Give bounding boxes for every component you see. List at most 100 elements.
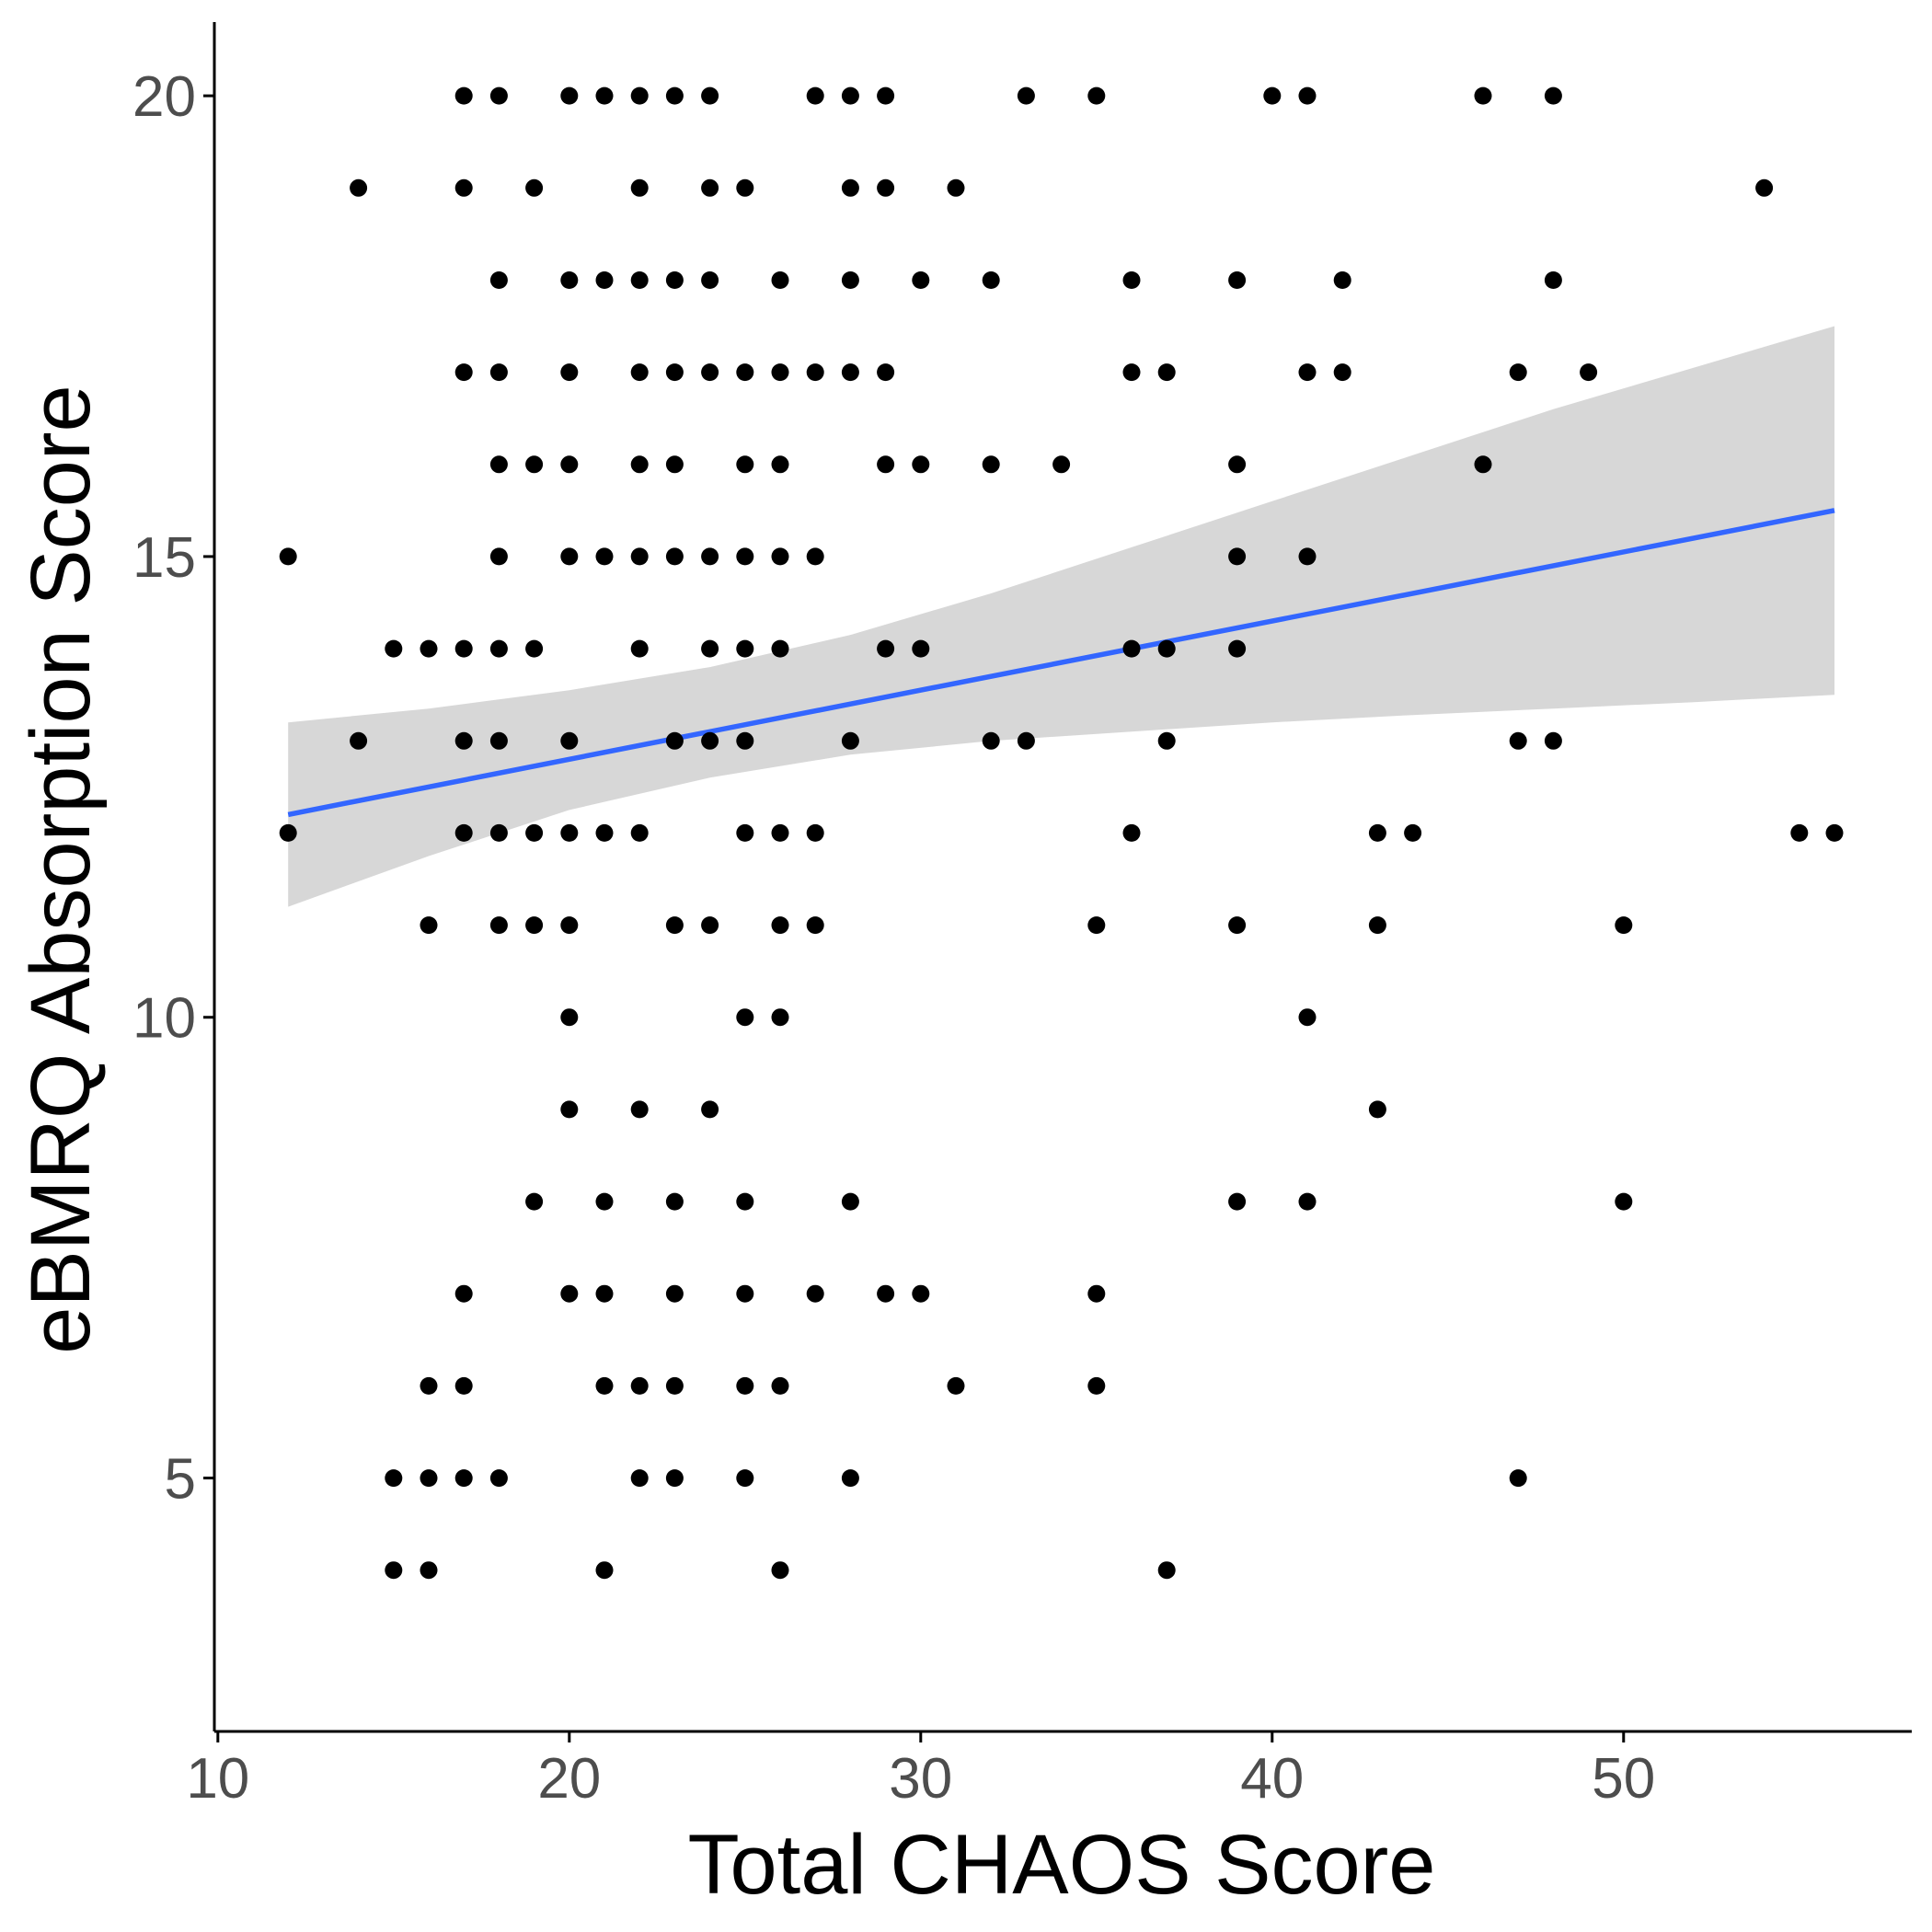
- data-point: [420, 916, 438, 935]
- data-point: [1228, 271, 1247, 289]
- data-point: [701, 1100, 719, 1119]
- data-point: [912, 1284, 930, 1303]
- data-point: [560, 1284, 579, 1303]
- data-point: [595, 823, 614, 842]
- data-point: [1544, 271, 1562, 289]
- trend-line-layer: [287, 508, 1835, 818]
- data-point: [736, 1192, 754, 1211]
- data-point: [1228, 547, 1247, 566]
- data-point: [1052, 455, 1071, 474]
- data-point: [1087, 916, 1106, 935]
- data-point: [1122, 363, 1141, 382]
- data-point: [1333, 271, 1351, 289]
- data-point: [630, 178, 649, 197]
- data-point: [1298, 363, 1317, 382]
- data-point: [771, 1561, 789, 1580]
- data-point: [665, 271, 684, 289]
- data-point: [1368, 916, 1386, 935]
- data-point: [947, 1376, 965, 1395]
- data-point: [350, 731, 368, 750]
- data-point: [489, 823, 508, 842]
- x-tick-label: 50: [1592, 1747, 1655, 1811]
- data-point: [665, 363, 684, 382]
- data-point: [806, 823, 824, 842]
- data-point: [279, 547, 297, 566]
- data-point: [1228, 455, 1247, 474]
- data-point: [1087, 1284, 1106, 1303]
- data-point: [560, 547, 579, 566]
- data-point: [701, 916, 719, 935]
- data-point: [385, 1561, 403, 1580]
- data-point: [489, 1469, 508, 1488]
- data-point: [736, 178, 754, 197]
- data-point: [1228, 916, 1247, 935]
- data-point: [841, 1469, 859, 1488]
- data-point: [806, 86, 824, 105]
- data-point: [560, 271, 579, 289]
- data-point: [1509, 363, 1527, 382]
- data-point: [1087, 86, 1106, 105]
- data-point: [1122, 271, 1141, 289]
- data-point: [665, 1284, 684, 1303]
- data-point: [771, 823, 789, 842]
- data-point: [841, 178, 859, 197]
- data-point: [1615, 1192, 1633, 1211]
- data-point: [560, 1008, 579, 1027]
- data-point: [454, 86, 473, 105]
- data-point: [736, 731, 754, 750]
- data-point: [1544, 86, 1562, 105]
- data-point: [1615, 916, 1633, 935]
- data-point: [877, 639, 895, 658]
- data-point: [877, 363, 895, 382]
- data-point: [454, 363, 473, 382]
- data-point: [489, 639, 508, 658]
- y-tick-label: 20: [132, 65, 196, 129]
- data-point: [595, 1284, 614, 1303]
- data-point: [1509, 1469, 1527, 1488]
- data-point: [489, 86, 508, 105]
- axes-layer: [213, 22, 1912, 1733]
- data-point: [454, 178, 473, 197]
- data-point: [665, 916, 684, 935]
- data-point: [771, 455, 789, 474]
- data-point: [665, 547, 684, 566]
- data-point: [489, 455, 508, 474]
- data-point: [489, 731, 508, 750]
- data-point: [771, 639, 789, 658]
- data-point: [1404, 823, 1422, 842]
- data-point: [771, 1376, 789, 1395]
- data-point: [630, 455, 649, 474]
- data-point: [630, 86, 649, 105]
- data-point: [736, 455, 754, 474]
- data-point: [1228, 1192, 1247, 1211]
- data-point: [912, 455, 930, 474]
- data-point: [841, 731, 859, 750]
- data-point: [1298, 1192, 1317, 1211]
- data-point: [771, 1008, 789, 1027]
- data-point: [1298, 547, 1317, 566]
- data-point: [454, 1469, 473, 1488]
- data-point: [841, 271, 859, 289]
- data-point: [1087, 1376, 1106, 1395]
- data-points-layer: [279, 86, 1844, 1580]
- data-point: [489, 547, 508, 566]
- data-point: [1474, 86, 1492, 105]
- data-point: [1157, 1561, 1176, 1580]
- data-point: [1474, 455, 1492, 474]
- data-point: [420, 639, 438, 658]
- data-point: [912, 271, 930, 289]
- data-point: [841, 86, 859, 105]
- data-point: [1580, 363, 1598, 382]
- confidence-band: [288, 326, 1835, 907]
- data-point: [1368, 823, 1386, 842]
- data-point: [630, 1469, 649, 1488]
- data-point: [420, 1376, 438, 1395]
- data-point: [1157, 639, 1176, 658]
- data-point: [771, 547, 789, 566]
- y-tick-label: 15: [132, 526, 196, 590]
- data-point: [525, 178, 544, 197]
- data-point: [736, 1469, 754, 1488]
- data-point: [701, 639, 719, 658]
- data-point: [982, 271, 1000, 289]
- ticks-layer: 10 20 30 40 50 5 10 15 20: [132, 65, 1655, 1811]
